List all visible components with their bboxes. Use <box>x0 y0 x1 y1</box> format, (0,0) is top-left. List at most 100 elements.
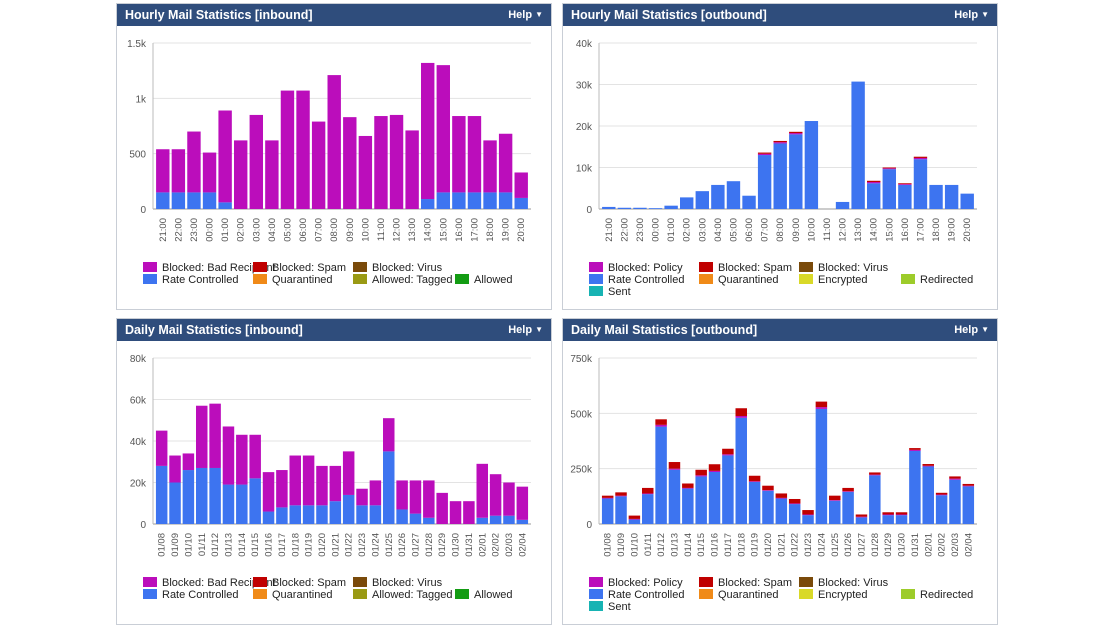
bar-segment-rate-controlled[interactable] <box>628 519 641 524</box>
bar-segment-rate-controlled[interactable] <box>342 494 355 524</box>
bar-segment-blocked-bad-recipient[interactable] <box>234 140 248 209</box>
help-dropdown-button[interactable]: Help ▼ <box>508 319 543 342</box>
bar-segment-rate-controlled[interactable] <box>202 192 217 209</box>
bar-segment-rate-controlled[interactable] <box>929 184 943 209</box>
bar-segment-blocked-policy[interactable] <box>913 157 928 160</box>
bar-segment-rate-controlled[interactable] <box>867 183 881 209</box>
bar-segment-rate-controlled[interactable] <box>602 206 616 209</box>
bar-segment-rate-controlled[interactable] <box>835 201 850 209</box>
bar-segment-blocked-policy[interactable] <box>695 475 707 477</box>
bar-segment-blocked-policy[interactable] <box>708 470 721 472</box>
bar-segment-rate-controlled[interactable] <box>329 501 342 524</box>
bar-segment-blocked-spam[interactable] <box>655 419 667 425</box>
bar-segment-blocked-policy[interactable] <box>762 490 774 491</box>
bar-segment-blocked-bad-recipient[interactable] <box>182 453 195 471</box>
bar-segment-blocked-spam[interactable] <box>855 514 868 517</box>
bar-segment-blocked-bad-recipient[interactable] <box>302 455 315 506</box>
bar-segment-rate-controlled[interactable] <box>467 192 482 209</box>
bar-segment-blocked-spam[interactable] <box>601 495 614 498</box>
bar-segment-blocked-bad-recipient[interactable] <box>249 434 261 479</box>
bar-segment-rate-controlled[interactable] <box>829 500 841 524</box>
bar-segment-rate-controlled[interactable] <box>222 484 235 524</box>
bar-segment-blocked-bad-recipient[interactable] <box>262 472 275 512</box>
bar-segment-blocked-bad-recipient[interactable] <box>249 114 263 209</box>
bar-segment-rate-controlled[interactable] <box>851 81 865 209</box>
bar-segment-rate-controlled[interactable] <box>617 207 632 209</box>
bar-segment-blocked-spam[interactable] <box>815 401 828 408</box>
bar-segment-blocked-bad-recipient[interactable] <box>155 430 168 466</box>
bar-segment-blocked-policy[interactable] <box>668 468 681 470</box>
bar-segment-blocked-policy[interactable] <box>748 481 761 482</box>
bar-segment-blocked-spam[interactable] <box>882 167 896 169</box>
bar-segment-rate-controlled[interactable] <box>421 199 435 209</box>
bar-segment-rate-controlled[interactable] <box>489 515 502 524</box>
bar-segment-blocked-spam[interactable] <box>775 493 788 498</box>
bar-segment-rate-controlled[interactable] <box>369 505 382 524</box>
bar-segment-rate-controlled[interactable] <box>748 481 761 524</box>
bar-segment-rate-controlled[interactable] <box>668 469 681 524</box>
bar-segment-blocked-policy[interactable] <box>867 182 881 184</box>
bar-segment-rate-controlled[interactable] <box>789 134 803 209</box>
bar-segment-blocked-bad-recipient[interactable] <box>396 480 408 510</box>
bar-segment-rate-controlled[interactable] <box>815 408 828 524</box>
bar-segment-blocked-policy[interactable] <box>682 487 694 489</box>
bar-segment-rate-controlled[interactable] <box>514 197 528 209</box>
bar-segment-rate-controlled[interactable] <box>775 498 788 524</box>
bar-segment-blocked-bad-recipient[interactable] <box>289 455 301 506</box>
bar-segment-blocked-bad-recipient[interactable] <box>514 172 528 198</box>
bar-segment-blocked-bad-recipient[interactable] <box>476 463 488 518</box>
bar-segment-rate-controlled[interactable] <box>236 484 248 524</box>
bar-segment-blocked-policy[interactable] <box>895 514 908 516</box>
bar-segment-blocked-bad-recipient[interactable] <box>498 133 513 193</box>
bar-segment-blocked-bad-recipient[interactable] <box>489 474 502 516</box>
bar-segment-blocked-bad-recipient[interactable] <box>329 465 342 502</box>
bar-segment-blocked-policy[interactable] <box>601 497 614 499</box>
bar-segment-blocked-spam[interactable] <box>789 131 803 134</box>
bar-segment-blocked-spam[interactable] <box>842 487 854 492</box>
bar-segment-rate-controlled[interactable] <box>935 495 948 524</box>
bar-segment-rate-controlled[interactable] <box>708 471 721 524</box>
bar-segment-rate-controlled[interactable] <box>855 517 868 524</box>
bar-segment-rate-controlled[interactable] <box>869 475 881 524</box>
bar-segment-rate-controlled[interactable] <box>695 476 707 524</box>
bar-segment-blocked-bad-recipient[interactable] <box>423 480 435 518</box>
bar-segment-rate-controlled[interactable] <box>302 505 315 524</box>
bar-segment-blocked-policy[interactable] <box>722 454 734 456</box>
bar-segment-blocked-spam[interactable] <box>867 180 881 183</box>
bar-segment-blocked-policy[interactable] <box>735 415 747 418</box>
bar-segment-blocked-bad-recipient[interactable] <box>218 110 232 203</box>
bar-segment-rate-controlled[interactable] <box>680 197 694 209</box>
bar-segment-rate-controlled[interactable] <box>498 192 513 209</box>
bar-segment-rate-controlled[interactable] <box>615 496 627 524</box>
bar-segment-blocked-policy[interactable] <box>935 494 948 496</box>
bar-segment-blocked-bad-recipient[interactable] <box>171 149 186 193</box>
bar-segment-rate-controlled[interactable] <box>655 426 667 524</box>
bar-segment-rate-controlled[interactable] <box>788 504 801 524</box>
bar-segment-blocked-spam[interactable] <box>668 462 681 469</box>
bar-segment-rate-controlled[interactable] <box>882 169 896 209</box>
bar-segment-blocked-bad-recipient[interactable] <box>156 149 170 193</box>
bar-segment-rate-controlled[interactable] <box>633 207 647 209</box>
bar-segment-rate-controlled[interactable] <box>762 490 774 524</box>
bar-segment-rate-controlled[interactable] <box>711 184 725 209</box>
bar-segment-rate-controlled[interactable] <box>757 155 772 209</box>
bar-segment-blocked-policy[interactable] <box>628 518 641 520</box>
bar-segment-blocked-spam[interactable] <box>882 512 894 515</box>
bar-segment-rate-controlled[interactable] <box>249 478 261 524</box>
bar-segment-blocked-spam[interactable] <box>949 476 961 479</box>
bar-segment-blocked-bad-recipient[interactable] <box>383 418 395 452</box>
bar-segment-blocked-bad-recipient[interactable] <box>374 116 388 209</box>
bar-segment-rate-controlled[interactable] <box>922 466 934 524</box>
bar-segment-rate-controlled[interactable] <box>842 491 854 524</box>
bar-segment-rate-controlled[interactable] <box>695 191 709 209</box>
bar-segment-blocked-spam[interactable] <box>748 475 761 482</box>
bar-segment-blocked-spam[interactable] <box>898 183 912 185</box>
bar-segment-blocked-policy[interactable] <box>815 407 828 409</box>
bar-segment-rate-controlled[interactable] <box>483 192 497 209</box>
bar-segment-blocked-bad-recipient[interactable] <box>311 121 326 209</box>
help-dropdown-button[interactable]: Help ▼ <box>954 4 989 27</box>
bar-segment-rate-controlled[interactable] <box>187 192 201 209</box>
bar-segment-blocked-policy[interactable] <box>615 495 627 497</box>
bar-segment-rate-controlled[interactable] <box>962 486 975 524</box>
bar-segment-rate-controlled[interactable] <box>516 519 529 524</box>
